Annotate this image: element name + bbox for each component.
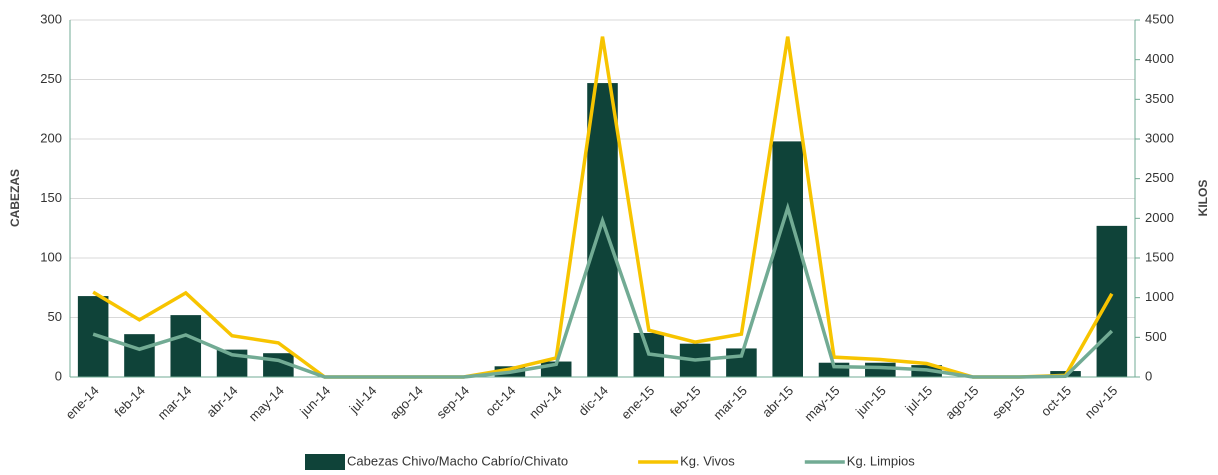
- legend-label: Cabezas Chivo/Macho Cabrío/Chivato: [347, 453, 568, 468]
- y-tick-label: 50: [48, 309, 62, 324]
- y2-tick-label: 0: [1145, 368, 1152, 383]
- line: [92, 36, 1114, 379]
- x-tick-label: ago-15: [942, 383, 981, 422]
- x-tick-label: jun-14: [296, 383, 333, 420]
- y2-axis-title: KILOS: [1196, 180, 1210, 217]
- y-tick-label: 150: [40, 190, 62, 205]
- x-tick-label: mar-14: [155, 383, 195, 423]
- x-tick-label: ago-14: [387, 383, 426, 422]
- x-tick-label: ene-15: [618, 383, 657, 422]
- y2-tick-label: 2000: [1145, 210, 1174, 225]
- y-tick-label: 200: [40, 130, 62, 145]
- y-tick-label: 250: [40, 71, 62, 86]
- y-tick-label: 0: [55, 368, 62, 383]
- bar: [587, 83, 618, 377]
- legend-swatch: [305, 454, 345, 470]
- x-tick-label: mar-15: [710, 383, 750, 423]
- legend-label: Kg. Limpios: [847, 453, 915, 468]
- x-tick-label: may-15: [801, 383, 842, 424]
- y2-tick-label: 3000: [1145, 130, 1174, 145]
- bar: [124, 334, 155, 377]
- y-tick-label: 300: [40, 11, 62, 26]
- x-tick-label: abr-15: [759, 383, 796, 420]
- y-tick-label: 100: [40, 249, 62, 264]
- y2-tick-label: 1500: [1145, 249, 1174, 264]
- x-tick-label: jun-15: [852, 383, 889, 420]
- y2-tick-label: 1000: [1145, 289, 1174, 304]
- x-tick-label: feb-15: [667, 383, 704, 420]
- x-tick-label: nov-14: [526, 383, 565, 422]
- x-tick-label: sep-15: [989, 383, 1028, 422]
- y2-tick-label: 4000: [1145, 51, 1174, 66]
- x-tick-label: may-14: [246, 383, 287, 424]
- y2-tick-label: 4500: [1145, 11, 1174, 26]
- x-tick-label: nov-15: [1082, 383, 1121, 422]
- bar: [170, 315, 202, 377]
- x-tick-label: feb-14: [111, 383, 148, 420]
- bar: [772, 141, 803, 377]
- x-tick-label: jul-15: [901, 383, 935, 417]
- x-tick-label: jul-14: [346, 383, 380, 417]
- bar: [1096, 225, 1128, 377]
- x-tick-label: sep-14: [433, 383, 472, 422]
- line: [92, 201, 1114, 379]
- y-axis-title: CABEZAS: [8, 169, 22, 227]
- bar: [865, 362, 896, 377]
- x-tick-label: oct-14: [482, 383, 518, 419]
- x-tick-label: oct-15: [1038, 383, 1074, 419]
- x-tick-label: dic-14: [575, 383, 611, 419]
- y2-tick-label: 3500: [1145, 91, 1174, 106]
- legend-label: Kg. Vivos: [680, 453, 735, 468]
- y2-tick-label: 2500: [1145, 170, 1174, 185]
- y2-tick-label: 500: [1145, 329, 1167, 344]
- x-tick-label: ene-14: [62, 383, 101, 422]
- x-tick-label: abr-14: [203, 383, 240, 420]
